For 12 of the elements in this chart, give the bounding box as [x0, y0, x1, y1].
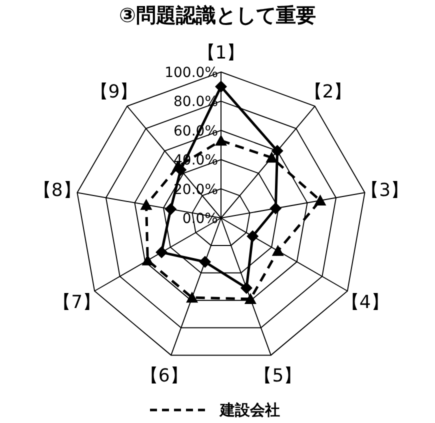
spoke-label: 【9】 — [90, 82, 138, 102]
spoke-label: 【2】 — [304, 82, 352, 102]
spoke-label: 【8】 — [33, 180, 81, 202]
spoke-label: 【1】 — [197, 42, 245, 64]
spoke-label: 【5】 — [254, 365, 302, 386]
chart-title: ③問題認識として重要 — [119, 3, 316, 27]
spoke-label: 【4】 — [341, 292, 389, 314]
legend-label: 建設会社 — [219, 401, 280, 419]
spoke-label: 【3】 — [361, 180, 409, 202]
y-tick-label: 100.0% — [164, 65, 218, 81]
spoke-label: 【6】 — [140, 365, 188, 386]
spoke-label: 【7】 — [53, 292, 101, 314]
